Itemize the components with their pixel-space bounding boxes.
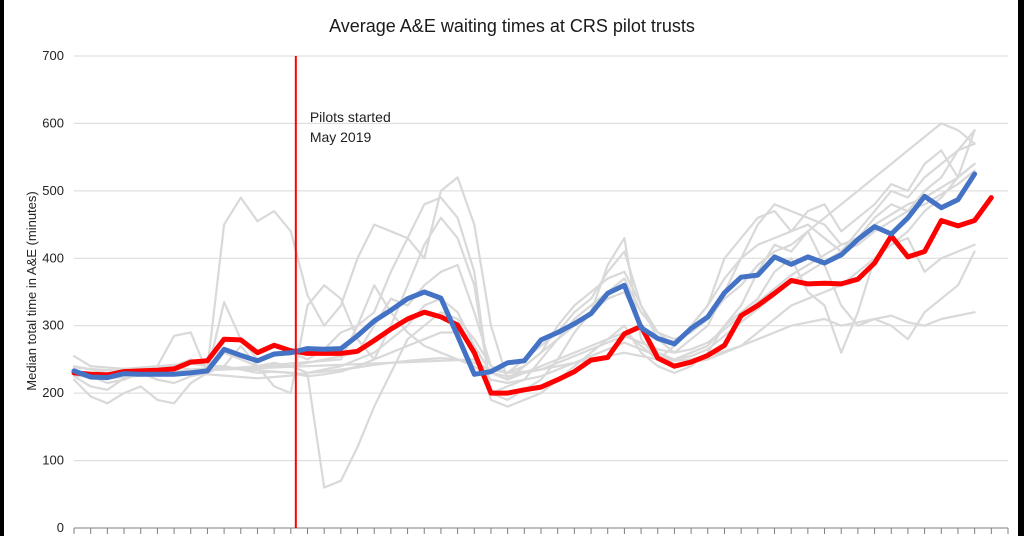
series-line-blue	[71, 171, 978, 381]
series-line-grey-9	[72, 162, 976, 378]
y-axis-label: Median total time in A&E (minutes)	[24, 191, 39, 390]
y-tick-label-700: 700	[42, 48, 64, 63]
y-tick-label-400: 400	[42, 250, 64, 265]
y-tick-label-100: 100	[42, 453, 64, 468]
series-line-red	[71, 195, 994, 396]
y-tick-labels: 0 100 200 300 400 500 600 700	[42, 48, 64, 535]
chart-title: Average A&E waiting times at CRS pilot t…	[329, 16, 695, 36]
series-lines	[71, 122, 994, 489]
y-tick-label-500: 500	[42, 183, 64, 198]
annotation-line-1: Pilots started	[310, 109, 391, 125]
x-tick-marks	[73, 528, 1009, 534]
chart-background	[4, 0, 1018, 536]
series-line-grey-5	[72, 311, 976, 380]
y-tick-label-600: 600	[42, 115, 64, 130]
y-tick-label-300: 300	[42, 318, 64, 333]
annotation-line-2: May 2019	[310, 129, 372, 145]
y-tick-label-200: 200	[42, 385, 64, 400]
y-tick-label-0: 0	[57, 520, 64, 535]
series-line-grey-7	[72, 122, 976, 489]
